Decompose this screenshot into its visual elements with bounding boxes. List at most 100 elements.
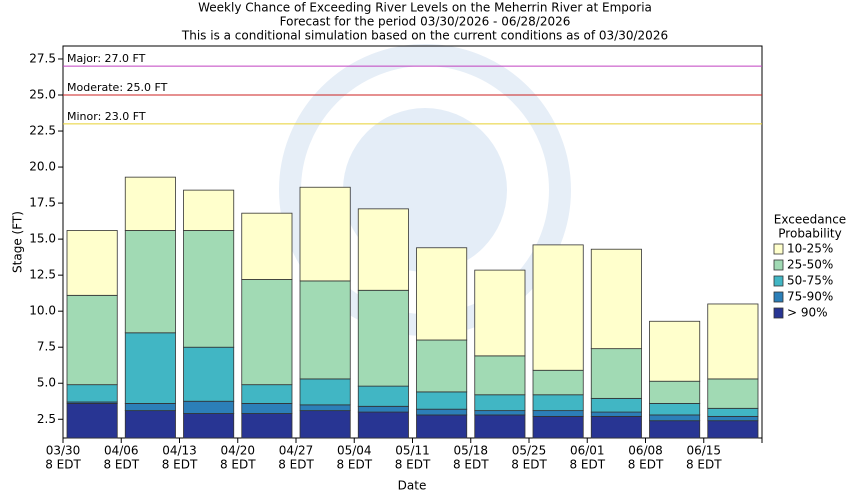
y-tick-label: 15.0 [29,232,56,246]
y-tick-label: 25.0 [29,88,56,102]
x-tick-label: 05/25 [512,444,547,458]
x-tick-sublabel: 8 EDT [569,458,605,472]
bar-segment [707,407,759,417]
y-axis-label: Stage (FT) [11,211,25,273]
bar-segment [590,397,642,413]
bar-segment [66,403,118,439]
bar-segment [416,414,468,439]
bar-segment [183,346,235,402]
bar-segment [241,384,293,404]
y-tick-label: 7.5 [37,340,56,354]
bar-segment [474,269,526,357]
x-tick-sublabel: 8 EDT [336,458,372,472]
bar-segment [241,413,293,439]
x-tick-sublabel: 8 EDT [453,458,489,472]
bar-segment [532,394,584,412]
bar-segment [66,230,118,296]
x-tick-sublabel: 8 EDT [628,458,664,472]
bar-segment [416,391,468,410]
x-tick-label: 06/08 [628,444,663,458]
threshold-label: Moderate: 25.0 FT [67,81,168,94]
bar-segment [124,410,176,439]
bar-segment [66,384,118,403]
bar-segment [707,420,759,439]
bar-segment [124,403,176,412]
bar-segment [474,355,526,396]
bar-segment [416,339,468,393]
x-tick-sublabel: 8 EDT [45,458,81,472]
bar-segment [707,415,759,422]
legend-label: 25-50% [787,258,833,272]
bar-segment [357,289,409,387]
x-tick-sublabel: 8 EDT [278,458,314,472]
bar-segment [124,176,176,231]
x-axis-label: Date [398,479,427,493]
chart-title: Weekly Chance of Exceeding River Levels … [198,1,652,15]
bar-segment [124,230,176,334]
bar-segment [183,400,235,414]
bar-segment [474,394,526,412]
bar-segment [416,408,468,416]
x-tick-label: 05/11 [395,444,430,458]
x-tick-sublabel: 8 EDT [162,458,198,472]
x-tick-label: 06/15 [686,444,721,458]
legend-label: 75-90% [787,290,833,304]
bar-segment [649,380,701,404]
bar-segment [66,294,118,386]
x-tick-sublabel: 8 EDT [395,458,431,472]
x-tick-label: 05/18 [453,444,488,458]
bar-segment [532,369,584,396]
bar-segment [299,186,351,282]
x-tick-label: 04/13 [162,444,197,458]
bar-segment [474,414,526,439]
chart-subtitle: This is a conditional simulation based o… [181,29,668,43]
legend-swatch [773,275,784,287]
bar-segment [649,420,701,439]
y-tick-label: 12.5 [29,268,56,282]
x-tick-sublabel: 8 EDT [103,458,139,472]
y-tick-label: 17.5 [29,196,56,210]
x-tick-label: 03/30 [46,444,81,458]
x-tick-label: 04/20 [220,444,255,458]
bar-segment [357,411,409,439]
legend-swatch [773,307,784,319]
bar-segment [707,378,759,409]
threshold-label: Major: 27.0 FT [67,52,146,65]
bar-segment [183,230,235,348]
bar-segment [183,413,235,439]
y-tick-label: 10.0 [29,304,56,318]
y-tick-label: 20.0 [29,160,56,174]
bar-segment [532,415,584,439]
bar-segment [590,348,642,399]
bar-segment [241,279,293,386]
legend-swatch [773,243,784,255]
x-tick-sublabel: 8 EDT [220,458,256,472]
bar-segment [590,248,642,350]
bar-segment [241,212,293,280]
bar-segment [649,403,701,416]
x-tick-sublabel: 8 EDT [511,458,547,472]
legend-title: Probability [778,227,841,241]
bar-segment [357,385,409,407]
legend-label: > 90% [787,306,828,320]
bar-segment [532,410,584,417]
legend-swatch [773,291,784,303]
x-tick-label: 06/01 [570,444,605,458]
x-tick-sublabel: 8 EDT [686,458,722,472]
legend-label: 10-25% [787,242,833,256]
bar-segment [357,208,409,291]
bar-segment [474,410,526,416]
y-tick-label: 2.5 [37,412,56,426]
legend-swatch [773,259,784,271]
x-tick-label: 04/06 [104,444,139,458]
bar-segment [183,189,235,231]
bar-segment [590,411,642,417]
y-tick-label: 27.5 [29,51,56,65]
bar-segment [649,414,701,422]
bar-segment [299,280,351,380]
bar-segment [357,405,409,413]
bar-segment [590,415,642,439]
bar-segment [299,404,351,412]
